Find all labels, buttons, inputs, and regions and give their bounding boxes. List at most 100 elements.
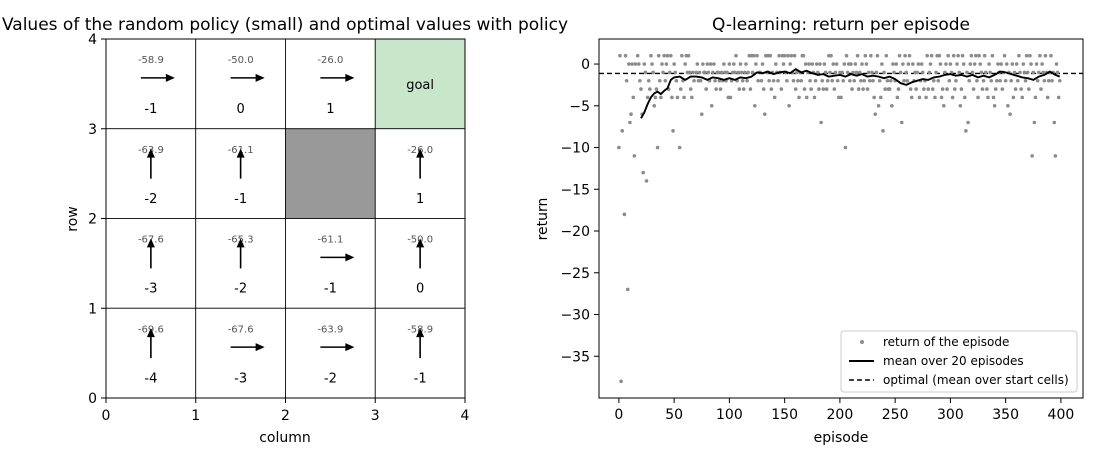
- episode-return-point: [985, 87, 989, 91]
- episode-return-point: [843, 145, 848, 150]
- episode-return-point: [768, 53, 773, 58]
- episode-return-point: [1010, 62, 1015, 66]
- episode-return-point: [861, 87, 865, 91]
- episode-return-point: [1006, 103, 1010, 108]
- episode-return-point: [740, 78, 745, 83]
- episode-return-point: [896, 87, 901, 91]
- episode-return-point: [905, 78, 910, 83]
- episode-return-point: [669, 53, 673, 58]
- episode-return-point: [1003, 78, 1008, 83]
- episode-return-point: [1011, 95, 1016, 100]
- episode-return-point: [719, 70, 724, 75]
- episode-return-point: [864, 62, 869, 66]
- episode-return-point: [842, 62, 847, 66]
- episode-return-point: [829, 53, 833, 58]
- optimal-value-label: -4: [144, 371, 157, 386]
- episode-return-point: [901, 62, 905, 66]
- episode-return-point: [1000, 87, 1005, 91]
- episode-return-point: [674, 78, 679, 83]
- episode-return-point: [1046, 78, 1051, 83]
- episode-return-point: [743, 70, 747, 75]
- episode-return-point: [929, 53, 934, 58]
- episode-return-point: [860, 62, 864, 66]
- episode-return-point: [691, 70, 695, 75]
- gridworld-y-label: row: [65, 206, 81, 231]
- episode-return-point: [759, 78, 764, 83]
- episode-return-point: [692, 78, 696, 83]
- episode-return-point: [976, 95, 980, 100]
- episode-return-point: [1021, 62, 1026, 66]
- episode-return-point: [782, 53, 787, 58]
- episode-return-point: [845, 70, 850, 75]
- y-tick-label: −35: [560, 349, 590, 365]
- episode-return-point: [686, 53, 691, 58]
- episode-return-point: [892, 70, 896, 75]
- episode-return-point: [954, 78, 958, 83]
- episode-return-point: [1002, 53, 1007, 58]
- episode-return-point: [917, 95, 922, 100]
- episode-return-point: [946, 53, 950, 58]
- episode-return-point: [876, 103, 881, 108]
- episode-return-point: [791, 78, 796, 83]
- episode-return-point: [643, 70, 648, 75]
- arrowhead-up-icon: [146, 148, 155, 158]
- episode-return-point: [796, 78, 800, 83]
- episode-return-point: [877, 78, 882, 83]
- episode-return-point: [992, 103, 997, 108]
- episode-return-point: [941, 103, 946, 108]
- episode-return-point: [1012, 70, 1017, 75]
- episode-return-point: [814, 62, 819, 66]
- episode-return-point: [909, 95, 914, 100]
- episode-return-point: [953, 87, 957, 91]
- episode-return-point: [1055, 70, 1060, 75]
- episode-return-point: [654, 87, 659, 91]
- episode-return-point: [986, 95, 990, 100]
- episode-return-point: [737, 87, 742, 91]
- x-tick-label: 0: [102, 408, 111, 424]
- episode-return-point: [867, 78, 872, 83]
- episode-return-point: [833, 70, 838, 75]
- episode-return-point: [990, 53, 995, 58]
- episode-return-point: [1024, 53, 1029, 58]
- episode-return-point: [760, 62, 765, 66]
- x-tick-label: 300: [937, 407, 964, 423]
- optimal-value-label: -3: [144, 282, 157, 297]
- episode-return-point: [771, 78, 776, 83]
- x-tick-label: 1: [191, 408, 200, 424]
- episode-return-point: [919, 62, 924, 66]
- episode-return-point: [965, 70, 969, 75]
- episode-return-point: [701, 62, 705, 66]
- episode-return-point: [672, 62, 676, 66]
- episode-return-point: [959, 87, 964, 91]
- episode-return-point: [895, 95, 900, 100]
- episode-return-point: [1028, 53, 1032, 58]
- episode-return-point: [663, 78, 668, 83]
- episode-return-point: [704, 87, 708, 91]
- y-tick-label: −10: [560, 141, 590, 157]
- episode-return-point: [943, 70, 947, 75]
- episode-return-point: [711, 70, 715, 75]
- episode-return-point: [815, 70, 820, 75]
- episode-return-point: [623, 53, 628, 58]
- episode-return-point: [871, 78, 875, 83]
- optimal-value-label: -1: [144, 102, 157, 117]
- episode-return-point: [885, 78, 890, 83]
- episode-return-point: [789, 53, 794, 58]
- episode-return-point: [978, 62, 983, 66]
- episode-return-point: [851, 70, 855, 75]
- episode-return-point: [1049, 53, 1053, 58]
- episode-return-point: [859, 78, 863, 83]
- episode-return-point: [1053, 154, 1058, 158]
- random-value-label: -63.9: [317, 324, 343, 335]
- optimal-value-label: -1: [414, 371, 427, 386]
- episode-return-point: [1027, 87, 1031, 91]
- episode-return-point: [862, 78, 867, 83]
- episode-return-point: [961, 62, 966, 66]
- episode-return-point: [874, 70, 879, 75]
- optimal-value-label: 1: [326, 102, 334, 117]
- episode-return-point: [993, 87, 998, 91]
- episode-return-point: [991, 95, 996, 100]
- episode-return-point: [830, 78, 834, 83]
- episode-return-point: [850, 87, 854, 91]
- episode-return-point: [852, 78, 857, 83]
